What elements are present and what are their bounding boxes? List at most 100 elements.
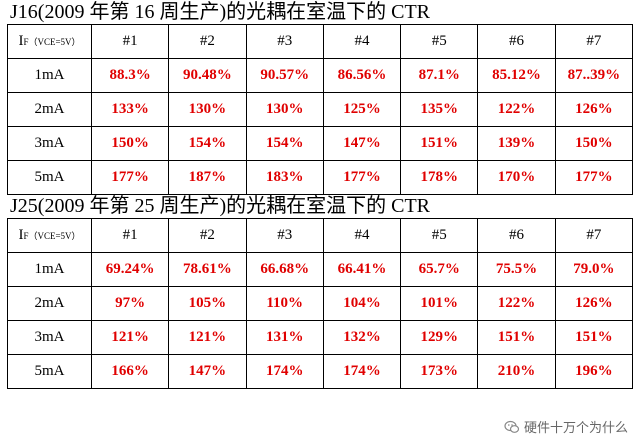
ctr-value-cell: 105% [168,286,247,321]
ctr-value-cell: 173% [400,354,479,389]
ctr-value-cell: 122% [477,92,556,127]
ctr-value-cell: 79.0% [554,252,634,287]
ctr-value-cell: 151% [477,320,556,355]
ctr-value-cell: 135% [400,92,479,127]
ctr-value-cell: 130% [245,92,324,127]
table-row: 5mA 166% 147% 174% 174% 173% 210% 196% [7,354,634,389]
ctr-value-cell: 174% [322,354,402,389]
column-header: #5 [400,218,479,253]
table-row: 3mA 150% 154% 154% 147% 151% 139% 150% [7,126,634,161]
ctr-value-cell: 101% [400,286,479,321]
header-current-label: IF（VCE=5V） [7,218,92,253]
table2-title: J25(2009 年第 25 周生产)的光耦在室温下的 CTR [10,195,430,217]
column-header: #2 [168,218,247,253]
watermark-text: 硬件十万个为什么 [523,421,628,436]
ctr-value-cell: 174% [245,354,324,389]
ctr-value-cell: 78.61% [168,252,247,287]
ctr-value-cell: 183% [245,160,324,195]
ctr-value-cell: 126% [554,92,634,127]
table-row: 2mA 97% 105% 110% 104% 101% 122% 126% [7,286,634,321]
ctr-value-cell: 66.41% [322,252,402,287]
table-row: 1mA 69.24% 78.61% 66.68% 66.41% 65.7% 75.5% 79.… [7,252,634,287]
ctr-value-cell: 178% [400,160,479,195]
column-header: #5 [400,24,479,59]
ctr-value-cell: 150% [90,126,170,161]
header-current-sub: F（VCE=5V） [23,37,81,47]
ctr-value-cell: 177% [322,160,402,195]
row-label: 1mA [7,252,92,287]
column-header: #3 [245,24,324,59]
header-current-sub: F（VCE=5V） [23,231,81,241]
column-header: #7 [554,24,634,59]
ctr-value-cell: 133% [90,92,170,127]
header-current-main: I [18,33,24,49]
ctr-value-cell: 154% [245,126,324,161]
row-label: 5mA [7,160,92,195]
ctr-value-cell: 122% [477,286,556,321]
row-label: 5mA [7,354,92,389]
ctr-value-cell: 75.5% [477,252,556,287]
column-header: #6 [477,24,556,59]
row-label: 1mA [7,58,92,93]
ctr-value-cell: 166% [90,354,170,389]
ctr-value-cell: 65.7% [400,252,479,287]
row-label: 3mA [7,126,92,161]
column-header: #1 [90,24,170,59]
ctr-value-cell: 126% [554,286,634,321]
ctr-value-cell: 210% [477,354,556,389]
table-row: 2mA 133% 130% 130% 125% 135% 122% 126% [7,92,634,127]
ctr-value-cell: 69.24% [90,252,170,287]
ctr-value-cell: 121% [90,320,170,355]
ctr-value-cell: 151% [554,320,634,355]
column-header: #6 [477,218,556,253]
ctr-value-cell: 170% [477,160,556,195]
column-header: #1 [90,218,170,253]
ctr-value-cell: 151% [400,126,479,161]
ctr-table-j16: IF（VCE=5V） #1 #2 #3 #4 #5 #6 #7 1mA 88.3% 90.48% 90… [7,24,634,195]
ctr-value-cell: 132% [322,320,402,355]
table-row: 5mA 177% 187% 183% 177% 178% 170% 177% [7,160,634,195]
header-current-main: I [18,227,24,243]
ctr-value-cell: 196% [554,354,634,389]
row-label: 2mA [7,92,92,127]
table-row: 3mA 121% 121% 131% 132% 129% 151% 151% [7,320,634,355]
ctr-value-cell: 90.57% [245,58,324,93]
ctr-value-cell: 125% [322,92,402,127]
row-label: 3mA [7,320,92,355]
ctr-value-cell: 104% [322,286,402,321]
column-header: #3 [245,218,324,253]
ctr-value-cell: 66.68% [245,252,324,287]
ctr-value-cell: 154% [168,126,247,161]
ctr-value-cell: 121% [168,320,247,355]
ctr-value-cell: 129% [400,320,479,355]
header-current-label: IF（VCE=5V） [7,24,92,59]
ctr-table-j25: IF（VCE=5V） #1 #2 #3 #4 #5 #6 #7 1mA 69.24% 78.61% 6… [7,218,634,389]
wechat-icon [504,420,520,433]
column-header: #2 [168,24,247,59]
ctr-value-cell: 131% [245,320,324,355]
ctr-value-cell: 88.3% [90,58,170,93]
ctr-value-cell: 130% [168,92,247,127]
ctr-value-cell: 97% [90,286,170,321]
ctr-value-cell: 147% [168,354,247,389]
ctr-value-cell: 177% [90,160,170,195]
ctr-value-cell: 139% [477,126,556,161]
ctr-value-cell: 90.48% [168,58,247,93]
ctr-value-cell: 177% [554,160,634,195]
table-row: 1mA 88.3% 90.48% 90.57% 86.56% 87.1% 85.12% 87.… [7,58,634,93]
ctr-value-cell: 87.1% [400,58,479,93]
watermark: 硬件十万个为什么 [504,417,628,436]
row-label: 2mA [7,286,92,321]
column-header: #7 [554,218,634,253]
column-header: #4 [322,24,402,59]
ctr-value-cell: 86.56% [322,58,402,93]
ctr-value-cell: 85.12% [477,58,556,93]
ctr-value-cell: 110% [245,286,324,321]
ctr-value-cell: 87..39% [554,58,634,93]
header-row: IF（VCE=5V） #1 #2 #3 #4 #5 #6 #7 [7,24,634,59]
column-header: #4 [322,218,402,253]
header-row: IF（VCE=5V） #1 #2 #3 #4 #5 #6 #7 [7,218,634,253]
ctr-value-cell: 187% [168,160,247,195]
table1-title: J16(2009 年第 16 周生产)的光耦在室温下的 CTR [10,1,430,23]
ctr-value-cell: 150% [554,126,634,161]
